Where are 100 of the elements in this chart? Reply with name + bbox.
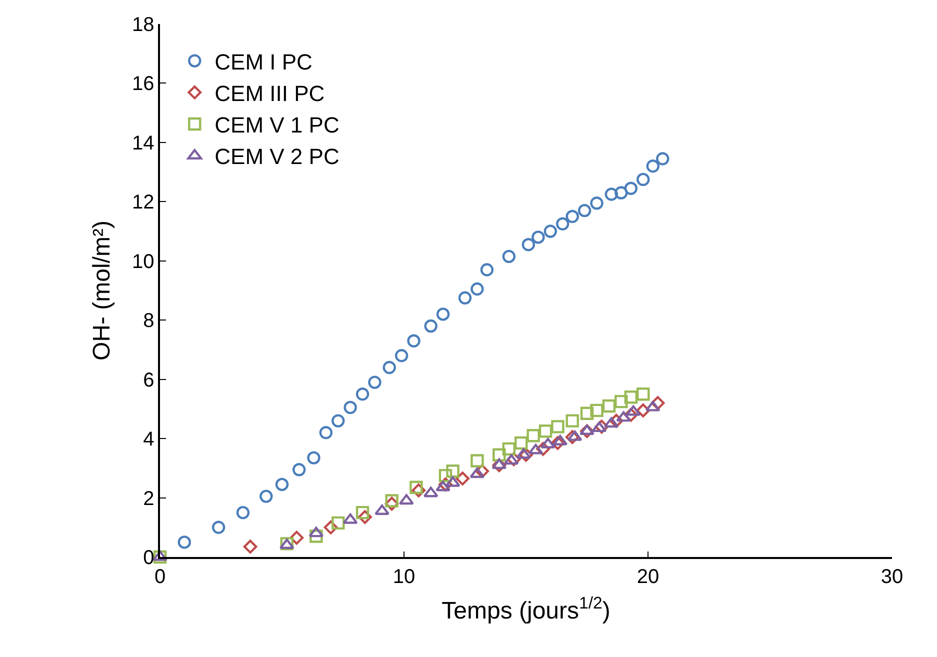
point — [624, 182, 638, 195]
y-tick-label: 6 — [143, 369, 154, 392]
point — [590, 404, 604, 418]
legend-label: CEM V 2 PC — [214, 144, 340, 170]
y-axis-title: OH- (mol/m²) — [88, 220, 116, 360]
y-tick-label: 18 — [132, 14, 154, 36]
point — [290, 530, 304, 545]
point — [243, 540, 258, 554]
point — [470, 467, 485, 478]
point — [566, 414, 579, 428]
point — [342, 513, 358, 524]
point — [626, 405, 641, 416]
point — [650, 396, 665, 410]
point — [614, 186, 628, 200]
point — [614, 394, 628, 408]
point — [178, 536, 191, 549]
point — [436, 480, 450, 492]
point — [502, 442, 516, 456]
point — [645, 400, 660, 412]
point — [504, 454, 519, 465]
y-tick-label: 8 — [143, 310, 154, 332]
y-tick-label: 0 — [143, 547, 154, 569]
point — [310, 530, 323, 543]
point — [590, 196, 604, 210]
point — [412, 483, 426, 498]
point — [604, 417, 619, 428]
point — [580, 406, 594, 420]
point — [260, 490, 273, 503]
point — [436, 308, 450, 321]
point — [528, 444, 544, 454]
point — [407, 334, 420, 348]
y-tick-label: 10 — [132, 250, 154, 273]
legend-label: CEM III PC — [214, 80, 325, 106]
point — [624, 390, 638, 404]
point — [536, 442, 550, 456]
point — [410, 480, 423, 494]
x-tick-label: 20 — [636, 566, 660, 588]
point — [602, 399, 616, 413]
point — [551, 420, 564, 434]
point — [578, 204, 592, 218]
point — [385, 494, 398, 508]
point — [438, 468, 452, 482]
point — [565, 430, 580, 444]
point — [356, 388, 370, 401]
point — [456, 472, 470, 486]
point — [516, 448, 532, 459]
point — [319, 426, 333, 440]
y-tick-label: 12 — [132, 192, 154, 214]
point — [324, 520, 338, 534]
point — [552, 434, 568, 446]
y-tick-label: 16 — [132, 73, 154, 96]
legend-label: CEM I PC — [214, 49, 313, 74]
x-tick-label: 30 — [880, 566, 904, 588]
point — [592, 422, 607, 432]
point — [566, 210, 579, 224]
point — [580, 424, 594, 435]
point — [382, 360, 396, 374]
point — [532, 230, 545, 244]
point — [624, 408, 638, 422]
point — [374, 504, 390, 515]
point — [358, 510, 372, 524]
point — [492, 458, 507, 470]
point — [424, 319, 438, 333]
x-axis-title: Temps (jours$^{1/2}$) — [442, 593, 610, 625]
point — [550, 436, 565, 450]
point — [656, 152, 670, 166]
x-tick-label: 10 — [392, 566, 416, 588]
point — [475, 464, 490, 478]
point — [344, 400, 357, 414]
point — [153, 550, 167, 564]
point — [332, 414, 345, 428]
point — [446, 464, 460, 478]
point — [398, 494, 414, 505]
point — [502, 250, 516, 264]
point — [636, 172, 650, 186]
point — [152, 550, 168, 561]
point — [394, 349, 408, 362]
point — [556, 217, 570, 230]
point — [275, 478, 289, 492]
point — [236, 506, 250, 520]
point — [522, 238, 536, 252]
point — [526, 428, 540, 442]
point — [308, 526, 324, 538]
point — [646, 160, 660, 173]
y-tick-label: 4 — [143, 428, 154, 451]
point — [609, 414, 624, 428]
point — [332, 516, 345, 530]
point — [604, 188, 618, 201]
point — [538, 424, 552, 438]
point — [519, 448, 533, 462]
point — [470, 282, 484, 296]
point — [636, 388, 650, 401]
point — [567, 430, 582, 441]
point — [492, 448, 506, 462]
point — [307, 451, 320, 464]
point — [470, 454, 484, 468]
point — [480, 263, 494, 276]
point — [458, 291, 472, 304]
point — [636, 403, 650, 418]
point — [544, 224, 557, 238]
